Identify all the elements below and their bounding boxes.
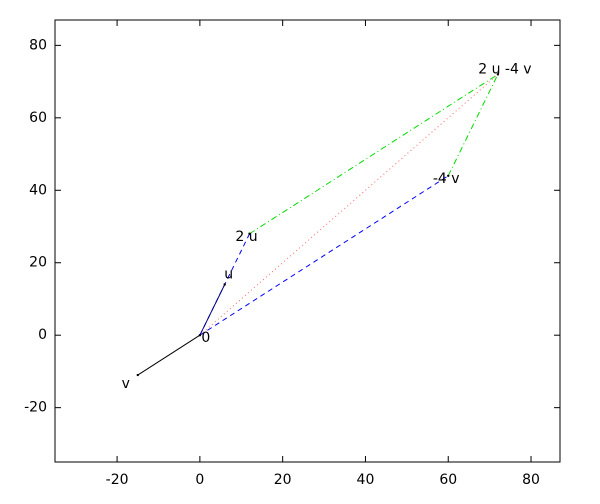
- point: [136, 373, 139, 377]
- point: [496, 73, 500, 76]
- vector-segment: [199, 175, 449, 336]
- x-tick-label: 80: [522, 472, 540, 488]
- x-tick-label: 60: [439, 472, 457, 488]
- x-tick-label: 20: [274, 472, 292, 488]
- y-tick-label: -20: [24, 400, 47, 416]
- x-tick-label: 0: [195, 472, 204, 488]
- plot-frame: [54, 19, 561, 463]
- vector-segment: [137, 334, 201, 376]
- vector-segment: [199, 284, 226, 336]
- point: [248, 232, 251, 235]
- point-label: 2 u: [235, 229, 257, 245]
- point-label: -4 v: [433, 171, 460, 187]
- point-label: 2 u -4 v: [478, 61, 531, 77]
- x-tick-label: -20: [106, 472, 129, 488]
- y-tick-label: 80: [29, 37, 47, 53]
- point: [223, 283, 226, 286]
- y-tick-label: 60: [29, 110, 47, 126]
- vector-segment: [249, 73, 499, 235]
- x-tick-label: 40: [357, 472, 375, 488]
- point: [198, 333, 202, 337]
- y-tick-label: 20: [29, 255, 47, 271]
- point-label: 0: [201, 330, 210, 346]
- point-label: u: [224, 266, 233, 282]
- point: [447, 174, 450, 177]
- vector-segment: [447, 74, 499, 177]
- vector-segment: [199, 73, 499, 336]
- y-tick-label: 40: [29, 182, 47, 198]
- y-tick-label: 0: [38, 327, 47, 343]
- point-label: v: [122, 376, 130, 392]
